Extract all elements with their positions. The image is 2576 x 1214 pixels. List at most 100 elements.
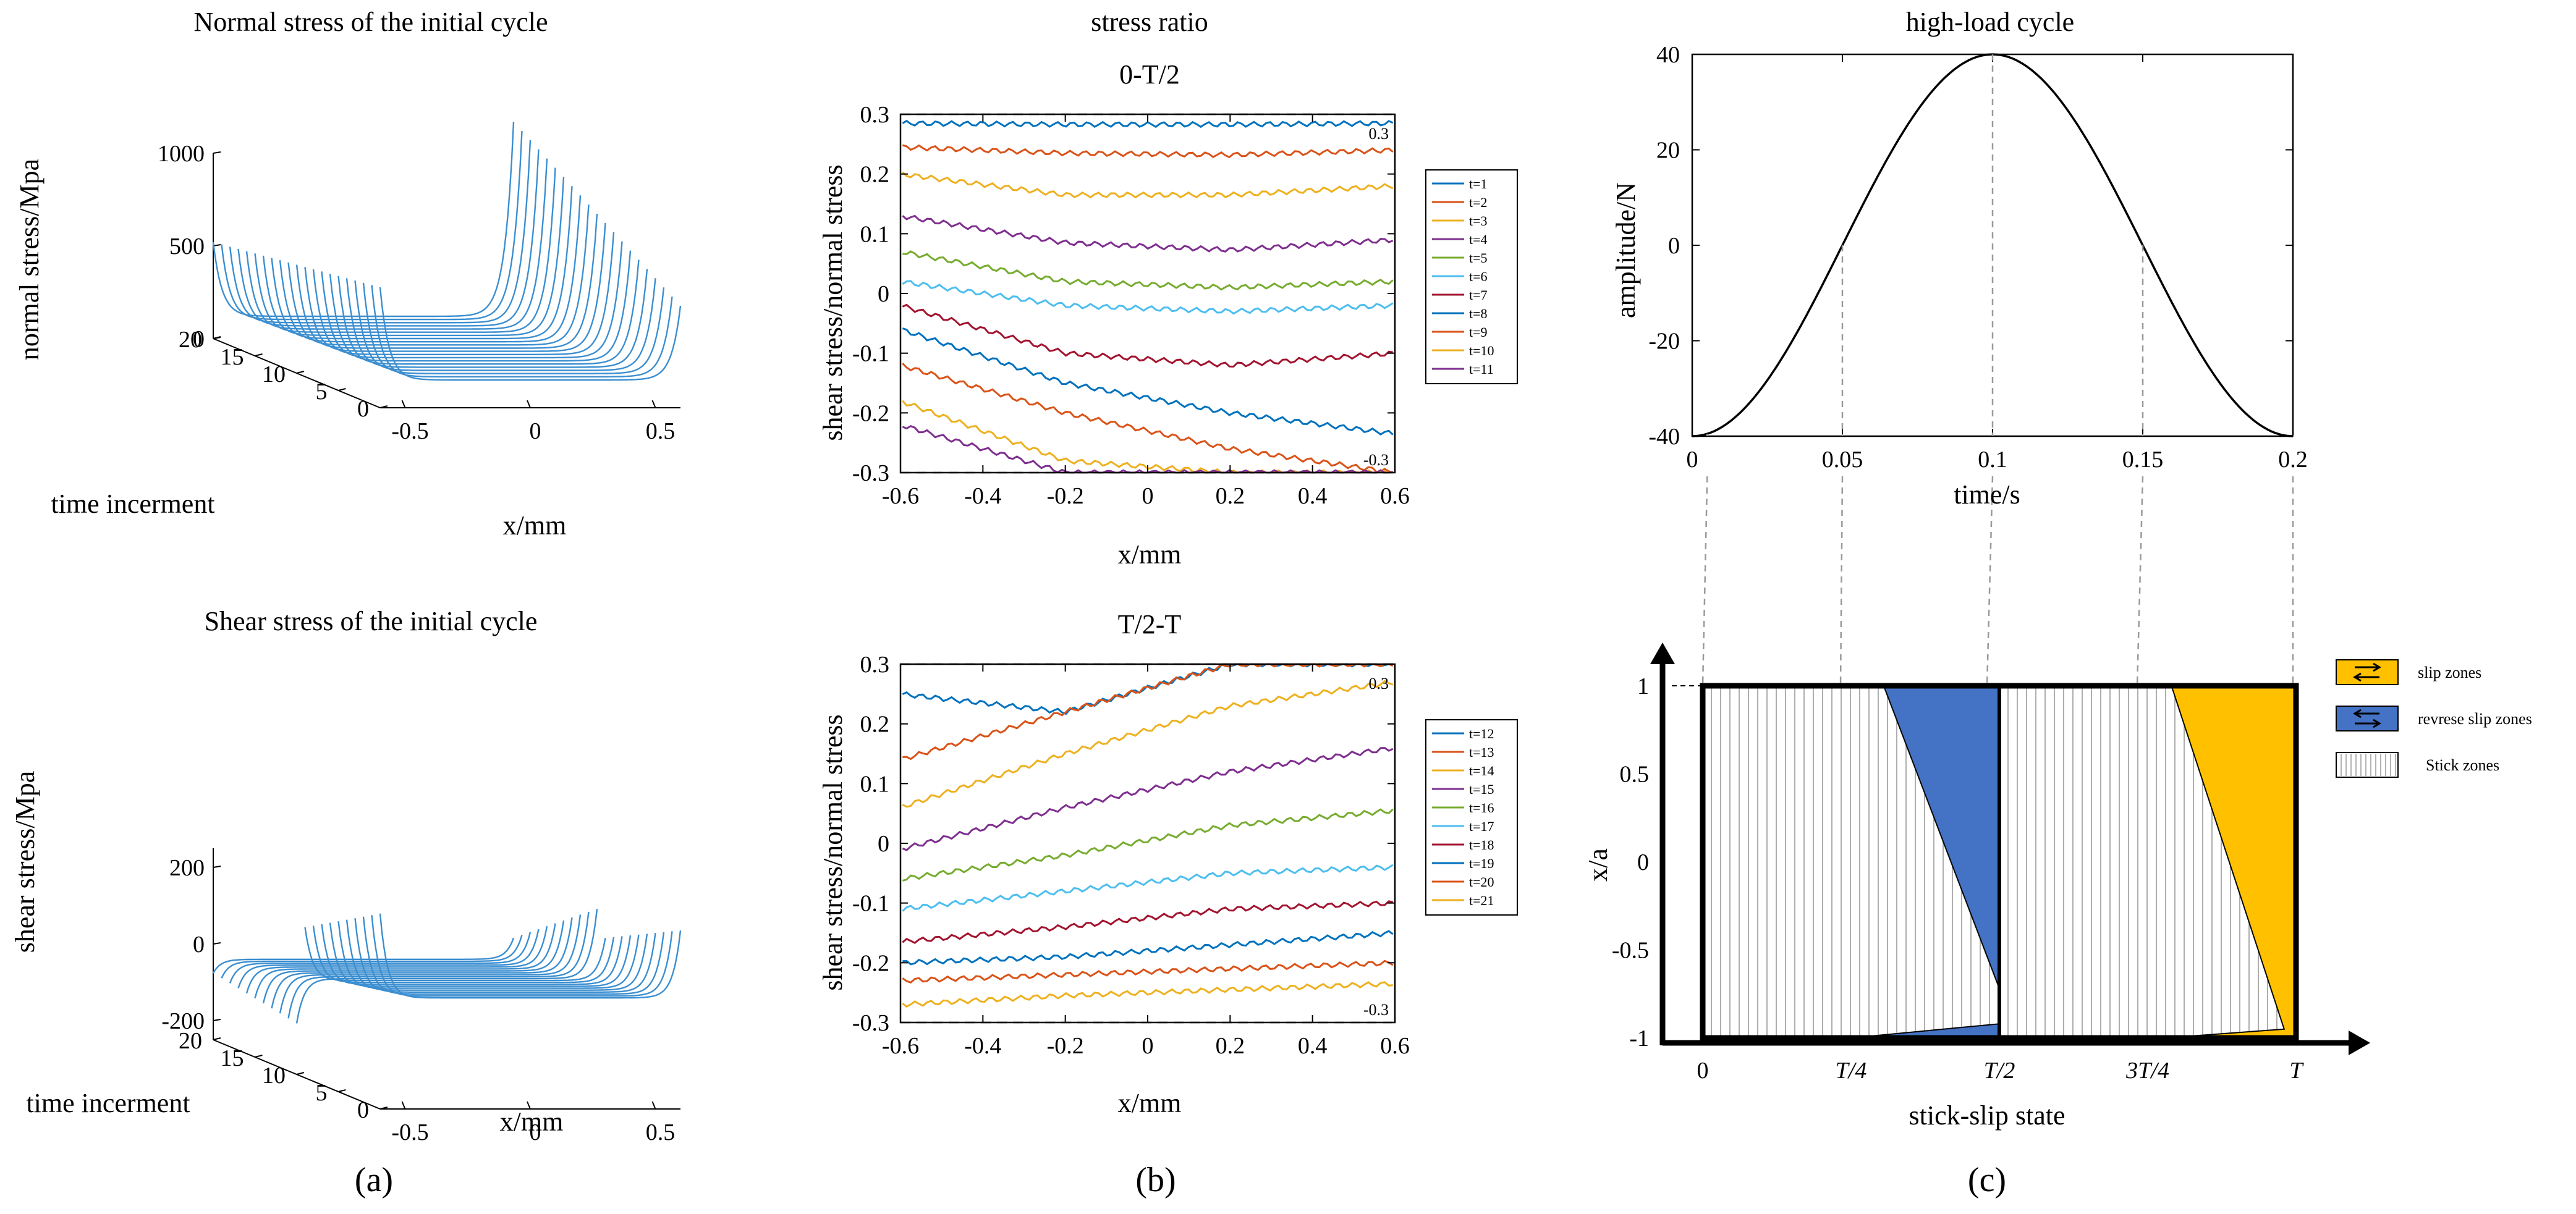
shear-stress-title: Shear stress of the initial cycle	[205, 606, 538, 636]
x-tick-label: -0.6	[882, 483, 919, 509]
shear-stress-zlabel: shear stress/Mpa	[10, 771, 40, 953]
t-tick-label: 10	[262, 1063, 286, 1089]
bound-label-bottom: -0.3	[1363, 1001, 1389, 1019]
ratio-series-line	[902, 214, 1394, 253]
legend-label: t=11	[1469, 361, 1494, 377]
x-tick-label: 0.15	[2122, 447, 2164, 473]
time-increment-line	[295, 213, 598, 349]
stress-ratio-section-title: stress ratio	[1091, 7, 1208, 37]
ratio-series-line	[902, 959, 1394, 984]
y-tick-label: 0	[878, 281, 889, 307]
x-tick-label: 0.5	[646, 1119, 676, 1145]
y-tick-label: 0	[1668, 233, 1680, 259]
z-tick-label: 0	[193, 932, 205, 958]
x-tick	[651, 400, 656, 408]
stick-slip-plot: 0 T/4 T/2 3T/4 T -1 -0.5 0 0.5 1	[1612, 643, 2370, 1084]
y-tick-label: 40	[1656, 42, 1680, 68]
panel-c: high-load cycle 0 0.05 0.1 0.15 0.2 -40 -20 0 20…	[1583, 7, 2532, 1199]
z-tick	[213, 1019, 221, 1021]
y-tick-label: 0	[878, 831, 889, 857]
legend-label: t=6	[1469, 269, 1488, 284]
ratio-series-line	[902, 250, 1394, 291]
caption-b: (b)	[1135, 1161, 1176, 1199]
panel-b: stress ratio 0-T/2 -0.6 -0.4 -0.2 0 0.2 0.4 0.…	[818, 7, 1518, 1199]
time-increment-line	[262, 177, 565, 337]
bound-label-top: 0.3	[1369, 125, 1389, 143]
ratio-series-line	[902, 808, 1394, 882]
y-tick-label: 0	[1637, 849, 1649, 875]
ratio-series-line	[902, 144, 1394, 159]
ratio-series-line	[902, 663, 1394, 761]
ratio-series-line	[902, 663, 1393, 715]
time-increment-line	[262, 920, 565, 1004]
t-tick-label: 5	[316, 379, 328, 405]
bound-label-top: 0.3	[1369, 675, 1389, 693]
ratio-top-ylabel: shear stress/normal stress	[818, 164, 848, 440]
legend-label: t=13	[1469, 744, 1494, 760]
load-cycle-title: high-load cycle	[1906, 7, 2074, 37]
reverse-slip-arrows-icon	[2353, 709, 2381, 728]
t-tick-label: 0	[357, 1097, 369, 1123]
z-tick	[213, 942, 221, 945]
time-increment-line	[379, 913, 682, 999]
time-increment-line	[321, 241, 623, 359]
legend-slip-label: slip zones	[2418, 664, 2481, 681]
y-tick-label: -0.5	[1612, 938, 1649, 964]
x-tick-label: 0	[1142, 1033, 1154, 1059]
x-tick	[401, 1101, 406, 1110]
x-tick	[401, 400, 406, 408]
legend-label: t=15	[1469, 782, 1494, 797]
legend-label: t=20	[1469, 874, 1494, 890]
legend-reverse: revrese slip zones	[2336, 706, 2532, 731]
z-tick-label: 1000	[158, 141, 205, 167]
legend-label: t=18	[1469, 837, 1494, 853]
time-increment-line	[345, 919, 648, 991]
t-tick-label: 15	[221, 1045, 244, 1071]
x-tick-label: 0.2	[1216, 483, 1245, 509]
legend-label: t=12	[1469, 726, 1494, 741]
x-tick-label: 0.6	[1380, 483, 1410, 509]
x-tick-label: T/4	[1836, 1058, 1867, 1084]
time-increment-line	[362, 916, 665, 995]
t-tick-label: 0	[357, 396, 369, 422]
shear-stress-xlabel: x/mm	[500, 1107, 564, 1137]
time-increment-line	[237, 149, 540, 327]
y-tick-label: 0.2	[860, 162, 890, 188]
y-tick-label: 0.2	[860, 712, 890, 738]
legend-label: t=9	[1469, 324, 1488, 340]
ratio-bottom-title: T/2-T	[1118, 609, 1182, 639]
t-tick-label: 20	[179, 327, 202, 353]
legend-label: t=4	[1469, 232, 1488, 247]
time-increment-line	[295, 909, 598, 1024]
ratio-series-line	[902, 280, 1394, 315]
stick-slip-legend: slip zones revrese slip zones Stick zone…	[2336, 659, 2532, 778]
legend-stick-label: Stick zones	[2426, 756, 2499, 774]
z-tick	[213, 866, 221, 868]
stick-swatch	[2336, 752, 2399, 778]
x-tick-label: 0	[1687, 447, 1698, 473]
legend-label: t=17	[1469, 819, 1494, 834]
legend-slip: slip zones	[2336, 659, 2481, 685]
guide-line	[1701, 476, 1708, 686]
z-tick	[213, 244, 221, 247]
x-tick-label: 0.4	[1298, 1033, 1328, 1059]
legend-label: t=5	[1469, 250, 1488, 266]
t-tick-label: 10	[262, 361, 286, 387]
slip-swatch	[2336, 659, 2399, 685]
y-tick-label: 1	[1637, 673, 1649, 699]
ratio-series-line	[902, 900, 1393, 944]
normal-stress-zlabel: normal stress/Mpa	[14, 159, 44, 360]
x-tick-label: T	[2289, 1058, 2304, 1084]
ratio-series-line	[902, 746, 1394, 851]
time-increment-line	[254, 923, 556, 999]
y-tick-label: 0.1	[860, 771, 890, 797]
x-tick-label: 0.2	[1216, 1033, 1245, 1059]
legend-label: t=8	[1469, 306, 1488, 321]
x-tick-label: 0	[530, 418, 541, 444]
y-tick-label: -0.2	[852, 950, 889, 976]
normal-stress-xlabel: x/mm	[503, 510, 567, 541]
x-tick-label: 0.1	[1978, 447, 2007, 473]
x-tick-label: 0	[1142, 483, 1154, 509]
z-tick-label: -200	[161, 1008, 205, 1034]
y-tick-label: 0.5	[1620, 762, 1650, 788]
